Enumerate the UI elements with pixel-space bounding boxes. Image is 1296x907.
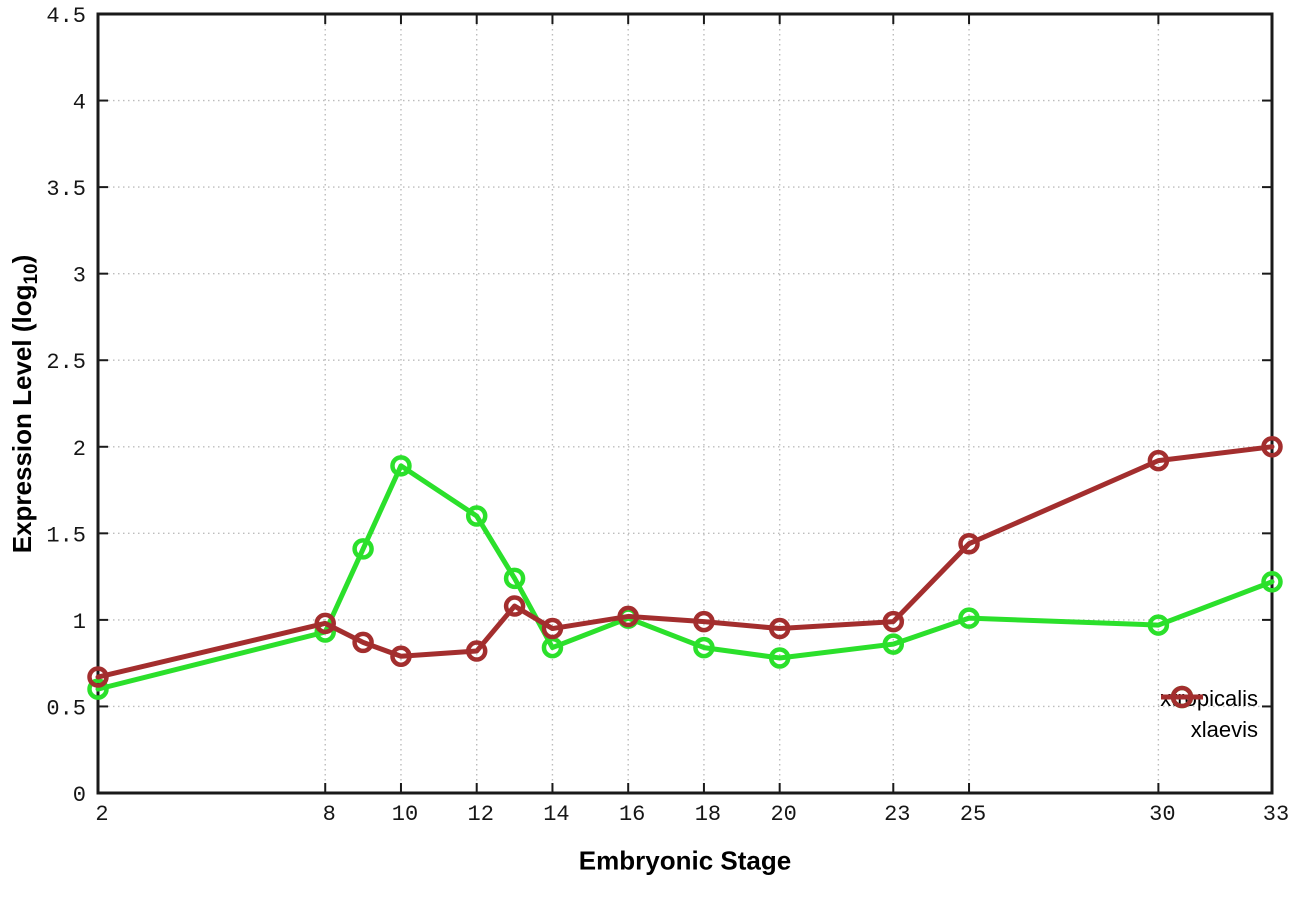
- series-line-xtropicalis: [95, 463, 1275, 692]
- data-point-xtropicalis-stage-18: [693, 636, 715, 659]
- data-point-xlaevis-stage-9: [352, 631, 374, 654]
- data-point-xtropicalis-stage-20: [768, 647, 791, 669]
- data-point-xlaevis-stage-33: [1261, 436, 1283, 458]
- data-point-xlaevis-stage-20: [768, 617, 791, 640]
- data-point-xlaevis-stage-2: [87, 666, 109, 688]
- y-tick-label: 1: [73, 610, 86, 635]
- data-point-xlaevis-stage-14: [541, 617, 564, 640]
- legend: xtropicalis xlaevis: [1160, 683, 1258, 745]
- data-point-xlaevis-stage-16: [617, 605, 639, 628]
- y-axis-title-text: Expression Level (log: [6, 284, 37, 554]
- data-point-xtropicalis-stage-12: [465, 505, 488, 527]
- y-tick-label: 2: [73, 437, 86, 462]
- x-tick-label: 18: [695, 802, 721, 827]
- y-tick-label: 3: [73, 264, 86, 289]
- y-tick-label: 2.5: [46, 350, 86, 375]
- data-point-xlaevis-stage-10: [390, 645, 412, 667]
- x-tick-label: 8: [323, 802, 336, 827]
- data-point-xlaevis-stage-30: [1147, 449, 1170, 472]
- data-point-xlaevis-stage-23: [882, 610, 905, 633]
- data-point-xlaevis-stage-8: [314, 612, 336, 635]
- x-tick-label: 12: [468, 802, 494, 827]
- data-point-xlaevis-stage-18: [693, 610, 715, 633]
- y-tick-label: 0: [73, 783, 86, 808]
- y-axis-title-close: ): [6, 254, 37, 264]
- legend-item-xlaevis: xlaevis: [1160, 685, 1258, 745]
- data-point-xtropicalis-stage-25: [958, 607, 980, 629]
- x-tick-label: 23: [884, 802, 910, 827]
- y-axis-title-subscript: 10: [21, 263, 43, 285]
- data-point-xtropicalis-stage-9: [352, 538, 374, 560]
- x-tick-label: 33: [1263, 802, 1289, 827]
- data-point-xtropicalis-stage-13: [503, 567, 526, 590]
- x-tick-label: 20: [770, 802, 796, 827]
- x-tick-label: 10: [392, 802, 418, 827]
- y-tick-label: 1.5: [46, 523, 86, 548]
- y-axis-title: Expression Level (log10): [7, 255, 43, 554]
- y-tick-label: 4: [73, 91, 86, 116]
- x-axis-title: Embryonic Stage: [578, 845, 792, 876]
- data-point-xlaevis-stage-13: [503, 595, 526, 617]
- legend-marker-xlaevis-icon: [1161, 685, 1204, 709]
- y-tick-label: 4.5: [46, 4, 86, 29]
- data-point-xtropicalis-stage-30: [1147, 614, 1170, 636]
- x-tick-label: 2: [95, 802, 108, 827]
- x-tick-label: 14: [543, 802, 569, 827]
- data-point-xlaevis-stage-12: [465, 640, 488, 662]
- x-tick-label: 25: [960, 802, 986, 827]
- data-point-xlaevis-stage-25: [958, 532, 980, 555]
- x-tick-label: 16: [619, 802, 645, 827]
- plot-border: [96, 12, 1274, 795]
- data-point-xtropicalis-stage-10: [390, 455, 412, 477]
- data-point-xtropicalis-stage-2: [87, 678, 109, 700]
- legend-label-xlaevis: xlaevis: [1190, 716, 1258, 742]
- y-tick-label: 3.5: [46, 177, 86, 202]
- y-tick-label: 0.5: [46, 696, 86, 721]
- x-tick-label: 30: [1149, 802, 1175, 827]
- data-point-xtropicalis-stage-23: [882, 633, 905, 655]
- data-point-xtropicalis-stage-33: [1261, 571, 1283, 593]
